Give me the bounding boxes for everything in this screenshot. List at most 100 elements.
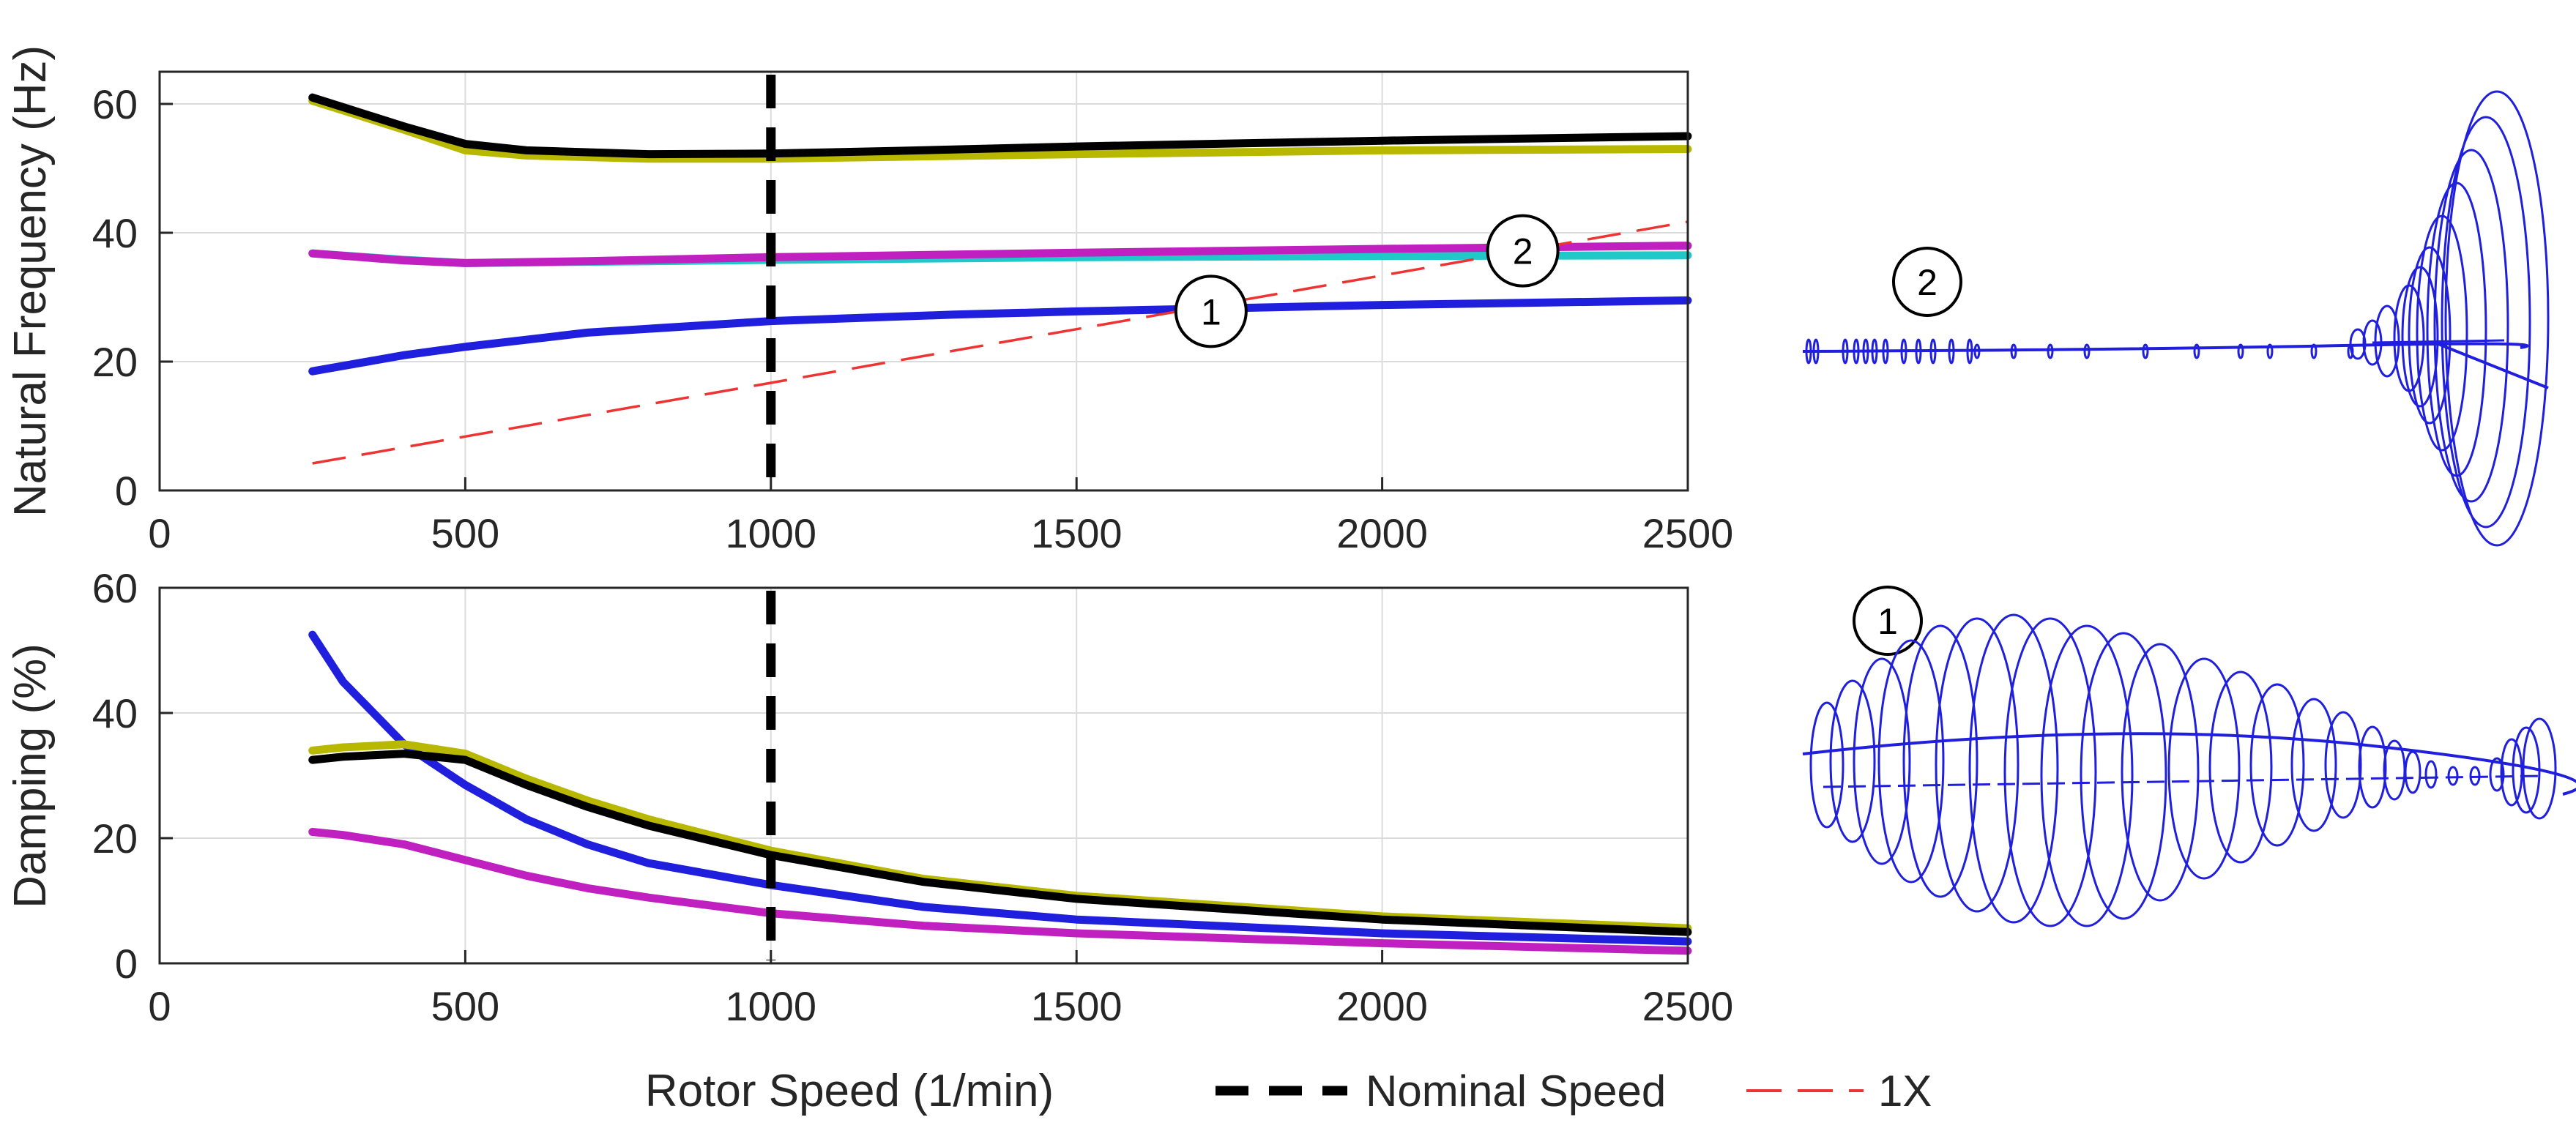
series-line-5 bbox=[312, 220, 1689, 465]
rotor-mean-line bbox=[1823, 774, 2542, 788]
axes-frame bbox=[158, 586, 1689, 965]
x-tick-label: 2500 bbox=[1642, 983, 1734, 1029]
orbit-ellipse bbox=[2433, 149, 2509, 503]
mode-marker-circle bbox=[1486, 214, 1560, 288]
orbit-ellipse bbox=[2401, 266, 2439, 408]
orbit-ellipse bbox=[2447, 766, 2459, 786]
rotor-axis-line bbox=[1802, 732, 2576, 796]
orbit-ellipse bbox=[1902, 624, 1978, 898]
x-tick-label: 1500 bbox=[1031, 983, 1123, 1029]
y-tick-label: 40 bbox=[92, 210, 138, 256]
x-tick-label: 2000 bbox=[1336, 983, 1428, 1029]
shaft-orbit bbox=[2083, 343, 2091, 359]
orbit-ellipse bbox=[1829, 679, 1876, 843]
orbit-ellipse bbox=[1809, 701, 1844, 829]
series-line-1 bbox=[308, 93, 1692, 159]
orbit-ellipse bbox=[2374, 305, 2400, 378]
x-axis-label: Rotor Speed (1/min) bbox=[645, 1066, 1054, 1116]
series-line-0 bbox=[308, 630, 1692, 946]
orbit-ellipse bbox=[2469, 766, 2481, 786]
legend: Nominal Speed 1X bbox=[1216, 1067, 1932, 1116]
orbit-ellipse bbox=[2441, 116, 2531, 529]
shaft-orbit bbox=[1871, 338, 1878, 365]
shaft-orbit bbox=[1966, 338, 1973, 365]
shaft-orbit bbox=[1812, 338, 1820, 365]
rotor-tip-line bbox=[2438, 343, 2549, 389]
mode-shape-marker-label: 1 bbox=[1877, 601, 1898, 642]
x-tick-label: 0 bbox=[148, 983, 171, 1029]
orbit-ellipse bbox=[2290, 698, 2337, 832]
shaft-orbit bbox=[1948, 338, 1955, 365]
x-tick-label: 1000 bbox=[726, 510, 817, 556]
shaft-orbit bbox=[2193, 343, 2200, 359]
orbit-ellipse bbox=[2324, 711, 2362, 819]
legend-nominal-speed-label: Nominal Speed bbox=[1366, 1067, 1666, 1116]
y-axis-label: Damping (%) bbox=[5, 643, 56, 908]
x-tick-label: 500 bbox=[431, 983, 499, 1029]
orbit-ellipse bbox=[2512, 726, 2541, 814]
series-line-4 bbox=[308, 296, 1692, 376]
x-tick-label: 2000 bbox=[1336, 510, 1428, 556]
mode-marker-label: 2 bbox=[1513, 231, 1533, 272]
shaft-orbit bbox=[1853, 338, 1860, 365]
damping-plot: 0 500 1000 1500 2000 2500 0 20 40 60 Damping (%) Ro… bbox=[5, 565, 1733, 1116]
orbit-ellipse bbox=[2121, 643, 2200, 902]
x-tick-label: 0 bbox=[148, 510, 171, 556]
shaft-orbit bbox=[2237, 343, 2244, 359]
y-tick-label: 0 bbox=[115, 468, 138, 514]
plot-area bbox=[160, 588, 1688, 963]
orbit-ellipse bbox=[2208, 671, 2273, 864]
x-tick-label: 500 bbox=[431, 510, 499, 556]
rotor-axis-line bbox=[1802, 342, 2529, 353]
mode-shape-marker-circle bbox=[1853, 586, 1923, 656]
shaft-orbit bbox=[1929, 338, 1937, 365]
orbit-ellipse bbox=[2500, 738, 2523, 807]
x-tick-label: 2500 bbox=[1642, 510, 1734, 556]
orbit-ellipse bbox=[2426, 182, 2487, 477]
orbit-ellipse bbox=[1968, 613, 2059, 924]
y-tick-label: 60 bbox=[92, 565, 138, 611]
x-tick-label: 1500 bbox=[1031, 510, 1123, 556]
mode-marker-circle bbox=[1174, 275, 1248, 348]
orbit-ellipse bbox=[2167, 657, 2241, 880]
y-tick-label: 60 bbox=[92, 81, 138, 127]
orbit-ellipse bbox=[2404, 750, 2421, 794]
orbit-ellipse bbox=[2349, 328, 2367, 360]
orbit-ellipse bbox=[2362, 319, 2383, 366]
y-tick-label: 20 bbox=[92, 339, 138, 385]
plot-area bbox=[160, 72, 1688, 490]
mode-shape-2: 2 bbox=[1802, 90, 2550, 547]
shaft-orbit bbox=[2310, 343, 2318, 359]
series-line-3 bbox=[308, 242, 1692, 267]
shaft-orbit bbox=[1862, 338, 1869, 365]
orbit-ellipse bbox=[2444, 90, 2550, 547]
shaft-orbit bbox=[2266, 343, 2274, 359]
mode-shape-marker-label: 2 bbox=[1917, 262, 1937, 303]
axes-frame bbox=[158, 70, 1689, 492]
shaft-orbit bbox=[2010, 343, 2017, 359]
orbit-ellipse bbox=[2003, 617, 2097, 927]
shaft-orbit bbox=[2047, 343, 2054, 359]
shaft-orbit bbox=[2142, 343, 2149, 359]
orbit-ellipse bbox=[1877, 639, 1945, 884]
orbit-ellipse bbox=[2489, 757, 2505, 792]
orbit-ellipse bbox=[2408, 246, 2452, 425]
y-axis-label: Natural Frequency (Hz) bbox=[5, 45, 56, 517]
orbit-ellipse bbox=[2522, 717, 2557, 820]
mode-shape-marker-circle bbox=[1892, 247, 1962, 317]
shaft-orbit bbox=[1805, 338, 1812, 365]
y-tick-label: 40 bbox=[92, 690, 138, 736]
orbit-ellipse bbox=[1853, 657, 1911, 865]
orbit-ellipse bbox=[2249, 683, 2305, 847]
shaft-orbit bbox=[1842, 338, 1849, 365]
shaft-orbit bbox=[1882, 338, 1889, 365]
legend-1x-label: 1X bbox=[1878, 1067, 1932, 1116]
shaft-orbit bbox=[1900, 338, 1907, 365]
x-tick-label: 1000 bbox=[726, 983, 817, 1029]
series-line-1 bbox=[308, 828, 1692, 955]
shaft-orbit bbox=[1915, 338, 1922, 365]
y-tick-label: 20 bbox=[92, 815, 138, 862]
mode-shape-1: 1 bbox=[1802, 586, 2576, 927]
